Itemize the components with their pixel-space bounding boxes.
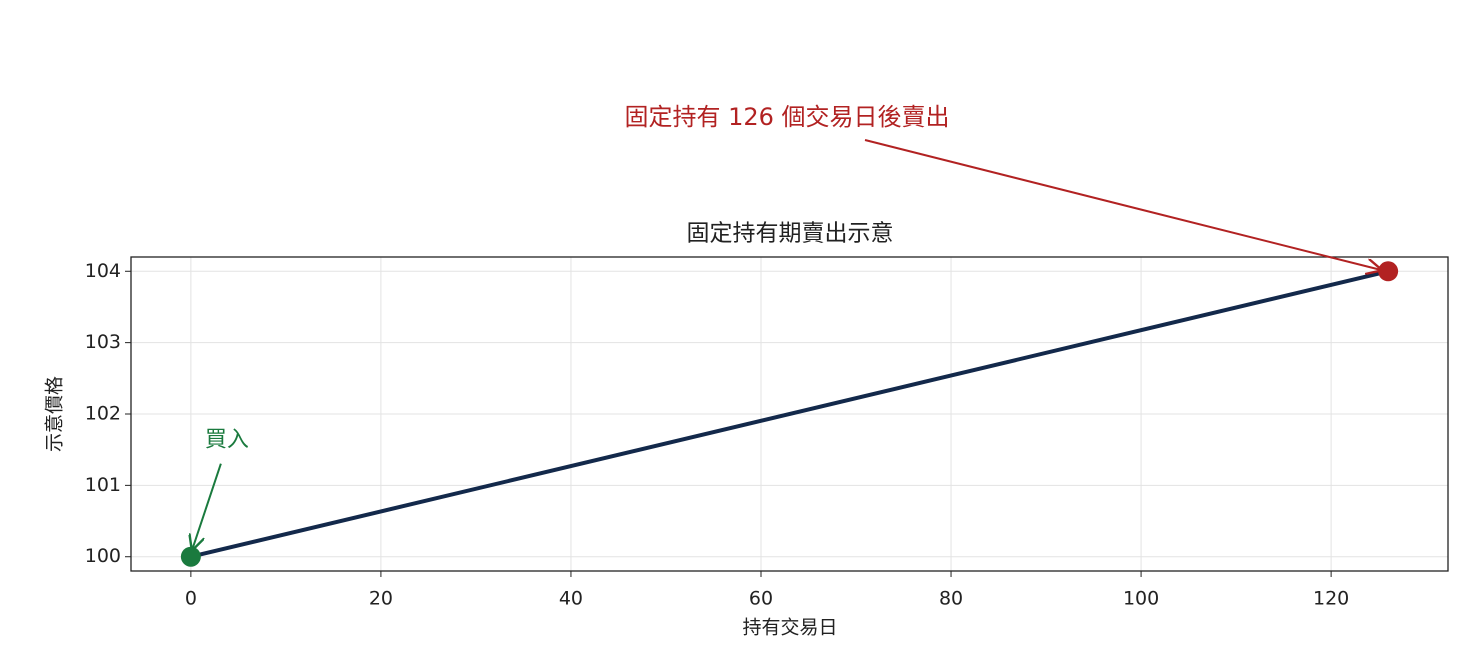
y-tick-label: 104	[85, 260, 121, 282]
data-line	[190, 269, 1389, 559]
x-tick-label: 60	[749, 588, 773, 610]
y-tick-label: 100	[85, 545, 121, 567]
y-tick-label: 101	[85, 474, 121, 496]
y-tick-label: 103	[85, 331, 121, 353]
chart-title: 固定持有期賣出示意	[687, 221, 894, 247]
x-tick-label: 120	[1313, 588, 1349, 610]
point-marker	[180, 546, 201, 567]
y-axis-label: 示意價格	[44, 376, 66, 452]
annotation: 買入	[205, 428, 249, 453]
x-tick-label: 40	[559, 588, 583, 610]
plot-frame	[130, 256, 1449, 572]
point-marker	[1378, 261, 1399, 282]
x-tick-label: 20	[369, 588, 393, 610]
y-tick-label: 102	[85, 403, 121, 425]
x-tick-label: 100	[1123, 588, 1159, 610]
annotation-arrow	[864, 139, 1382, 270]
x-axis-label: 持有交易日	[742, 617, 837, 639]
annotation: 固定持有 126 個交易日後賣出	[624, 103, 949, 131]
annotation-arrow	[192, 463, 222, 551]
x-tick-label: 80	[939, 588, 963, 610]
x-tick-label: 0	[185, 588, 197, 610]
